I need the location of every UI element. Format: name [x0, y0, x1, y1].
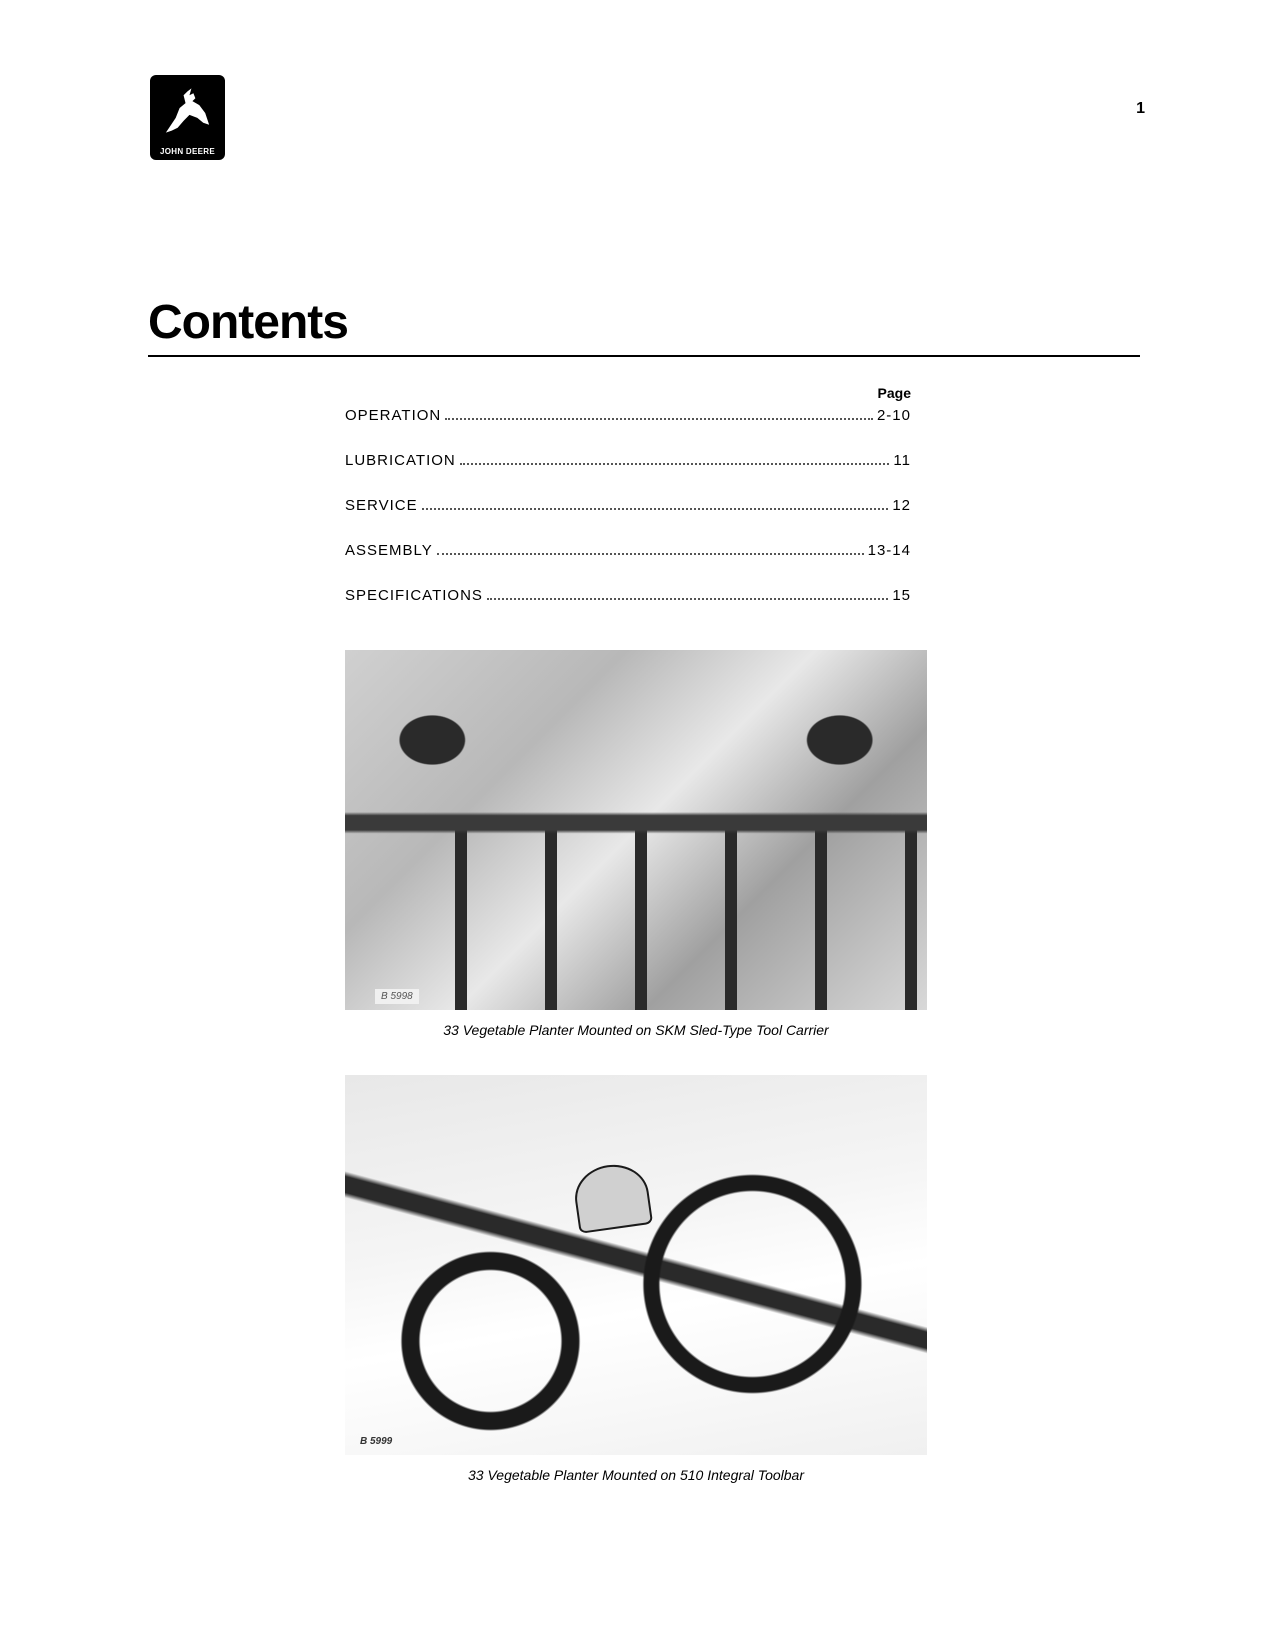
figure-1-ref: B 5998 — [375, 989, 419, 1004]
toc-entry: LUBRICATION 11 — [345, 452, 925, 469]
toc-entry: ASSEMBLY 13-14 — [345, 542, 925, 559]
page-number: 1 — [1136, 100, 1145, 118]
toc-page-ref: 15 — [892, 587, 925, 604]
toc-leader-dots — [422, 508, 889, 510]
toc-entry: SPECIFICATIONS 15 — [345, 587, 925, 604]
toc-label: SPECIFICATIONS — [345, 587, 483, 604]
figure-1: B 5998 33 Vegetable Planter Mounted on S… — [345, 650, 927, 1038]
figure-2-image: B 5999 — [345, 1075, 927, 1455]
toc-label: SERVICE — [345, 497, 418, 514]
figure-1-caption: 33 Vegetable Planter Mounted on SKM Sled… — [345, 1022, 927, 1038]
toc-leader-dots — [487, 598, 888, 600]
toc-leader-dots — [437, 553, 864, 555]
title-rule — [148, 355, 1140, 357]
deer-icon — [158, 83, 217, 138]
figure-2-caption: 33 Vegetable Planter Mounted on 510 Inte… — [345, 1467, 927, 1483]
brand-logo-box: JOHN DEERE — [150, 75, 225, 160]
toc-page-ref: 11 — [893, 452, 925, 469]
page-title: Contents — [148, 295, 348, 350]
figure-1-image: B 5998 — [345, 650, 927, 1010]
toc-entry: SERVICE 12 — [345, 497, 925, 514]
toc-label: ASSEMBLY — [345, 542, 433, 559]
table-of-contents: Page OPERATION 2-10 LUBRICATION 11 SERVI… — [345, 385, 925, 632]
toc-page-header: Page — [345, 385, 925, 401]
figure-2-ref: B 5999 — [360, 1436, 392, 1447]
brand-logo-text: JOHN DEERE — [160, 147, 215, 156]
toc-label: OPERATION — [345, 407, 441, 424]
toc-leader-dots — [460, 463, 890, 465]
toc-leader-dots — [445, 418, 873, 420]
brand-logo: JOHN DEERE — [150, 75, 225, 160]
toc-page-ref: 13-14 — [868, 542, 925, 559]
toc-label: LUBRICATION — [345, 452, 456, 469]
toc-entry: OPERATION 2-10 — [345, 407, 925, 424]
toc-page-ref: 2-10 — [877, 407, 925, 424]
toc-page-ref: 12 — [892, 497, 925, 514]
figure-2: B 5999 33 Vegetable Planter Mounted on 5… — [345, 1075, 927, 1483]
